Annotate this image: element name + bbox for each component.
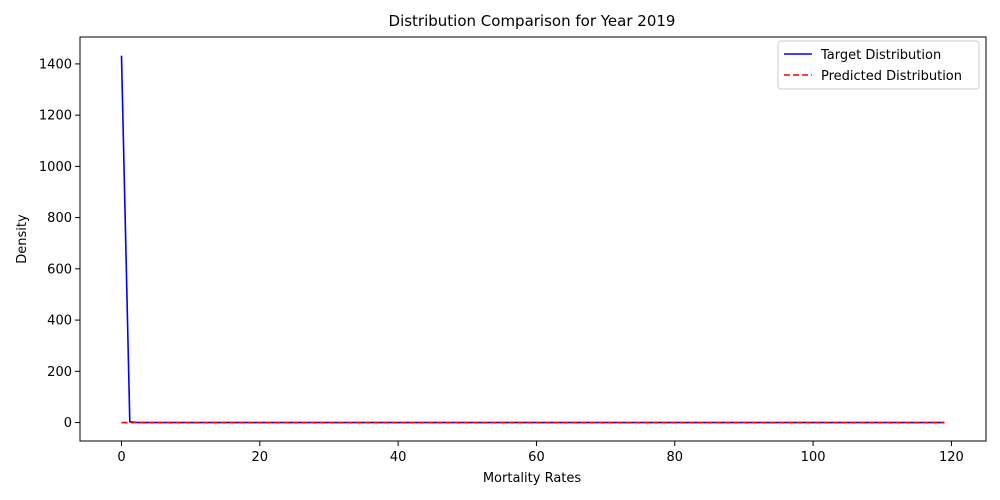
x-tick-label: 60	[528, 450, 545, 465]
plot-frame	[79, 36, 987, 442]
x-tick-label: 0	[117, 450, 125, 465]
series-layer	[120, 55, 945, 424]
x-tick-label: 100	[801, 450, 826, 465]
y-tick-label: 1200	[39, 109, 72, 124]
y-axis: 0 200 400 600 800 1000 1200 1400	[39, 57, 80, 431]
y-tick-label: 1000	[39, 160, 72, 175]
plot-area	[80, 37, 986, 441]
y-tick-label: 1400	[39, 57, 72, 72]
y-tick-label: 0	[64, 416, 72, 431]
y-tick-label: 800	[47, 211, 72, 226]
x-tick-label: 20	[252, 450, 269, 465]
legend: Target Distribution Predicted Distributi…	[777, 40, 980, 90]
legend-label-target: Target Distribution	[820, 48, 941, 63]
y-tick-label: 400	[47, 314, 72, 329]
x-tick-label: 40	[390, 450, 407, 465]
plot-background	[80, 37, 986, 441]
x-axis-label: Mortality Rates	[483, 471, 582, 486]
y-tick-label: 600	[47, 262, 72, 277]
x-tick-label: 80	[667, 450, 684, 465]
y-tick-label: 200	[47, 365, 72, 380]
x-axis: 0 20 40 60 80 100 120	[117, 441, 964, 465]
x-tick-label: 120	[939, 450, 964, 465]
legend-box	[777, 40, 980, 90]
y-axis-label: Density	[15, 214, 30, 264]
chart-title: Distribution Comparison for Year 2019	[389, 12, 676, 30]
legend-label-predicted: Predicted Distribution	[821, 69, 962, 84]
